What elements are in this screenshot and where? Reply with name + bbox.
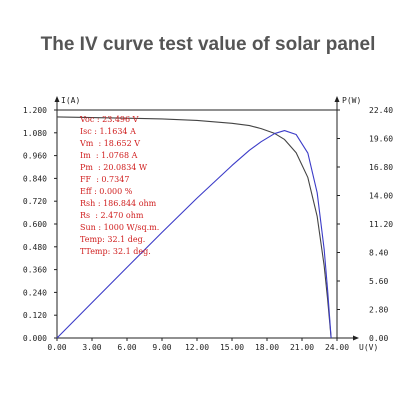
y-right-tick-label: 22.40: [369, 106, 393, 115]
annotation-line: Rs : 2.470 ohm: [80, 211, 144, 220]
axis-label-group: 0.00 3.00 6.00 9.00 12.00 15.00 18.00 21.00 24.0…: [23, 96, 393, 352]
y-left-axis-arrow: [54, 96, 60, 102]
x-tick-label: 12.00: [185, 343, 209, 352]
annotation-line: Eff : 0.000 %: [80, 187, 133, 196]
annotation-line: Im : 1.0768 A: [80, 151, 138, 160]
annotation-line: Isc : 1.1634 A: [80, 127, 136, 136]
y-left-tick-label: 0.840: [23, 174, 47, 183]
x-tick-label: 24.00: [325, 343, 349, 352]
x-tick-label: 0.00: [47, 343, 66, 352]
series-group: [56, 116, 332, 339]
y-right-axis-arrow: [334, 96, 340, 102]
annotation-line: Pm : 20.0834 W: [80, 163, 148, 172]
x-axis-label: U(V): [359, 343, 378, 352]
y-left-tick-label: 0.240: [23, 288, 47, 297]
iv-curve-line: [56, 116, 332, 339]
y-left-tick-label: 0.960: [23, 152, 47, 161]
y-left-axis-label: I(A): [61, 96, 80, 105]
x-tick-label: 6.00: [117, 343, 136, 352]
annotation-line: Voc : 23.496 V: [79, 115, 139, 124]
annotation-block: Voc : 23.496 V Isc : 1.1634 A Vm : 18.652 …: [79, 115, 159, 256]
y-right-tick-label: 11.20: [369, 220, 393, 229]
annotation-line: FF : 0.7347: [80, 175, 129, 184]
annotation-line: Vm : 18.652 V: [79, 139, 140, 148]
y-left-tick-label: 0.600: [23, 220, 47, 229]
chart-title: The IV curve test value of solar panel: [40, 34, 376, 55]
annotation-line: TTemp: 32.1 deg.: [80, 247, 151, 256]
y-right-tick-label: 19.60: [369, 135, 393, 144]
y-right-tick-label: 5.60: [369, 277, 388, 286]
x-axis-arrow: [353, 335, 359, 341]
x-tick-label: 9.00: [152, 343, 171, 352]
y-left-tick-label: 0.120: [23, 311, 47, 320]
x-tick-label: 3.00: [82, 343, 101, 352]
y-left-tick-label: 1.200: [23, 106, 47, 115]
annotation-line: Temp: 32.1 deg.: [80, 235, 145, 244]
x-tick-label: 18.00: [255, 343, 279, 352]
y-right-tick-label: 16.80: [369, 163, 393, 172]
y-right-tick-label: 2.80: [369, 306, 388, 315]
x-tick-label: 15.00: [220, 343, 244, 352]
axes: [54, 96, 359, 341]
y-right-tick-label: 14.00: [369, 192, 393, 201]
annotation-line: Rsh : 186.844 ohm: [80, 199, 157, 208]
annotation-line: Sun : 1000 W/sq.m.: [80, 223, 159, 232]
y-left-tick-label: 0.000: [23, 334, 47, 343]
x-tick-label: 21.00: [290, 343, 314, 352]
y-right-tick-label: 0.00: [369, 334, 388, 343]
y-left-tick-label: 0.720: [23, 197, 47, 206]
y-left-tick-label: 0.480: [23, 243, 47, 252]
y-right-axis-label: P(W): [342, 96, 361, 105]
pv-curve-line: [56, 130, 332, 339]
y-right-tick-label: 8.40: [369, 249, 388, 258]
y-left-tick-label: 0.360: [23, 266, 47, 275]
y-left-tick-label: 1.080: [23, 129, 47, 138]
